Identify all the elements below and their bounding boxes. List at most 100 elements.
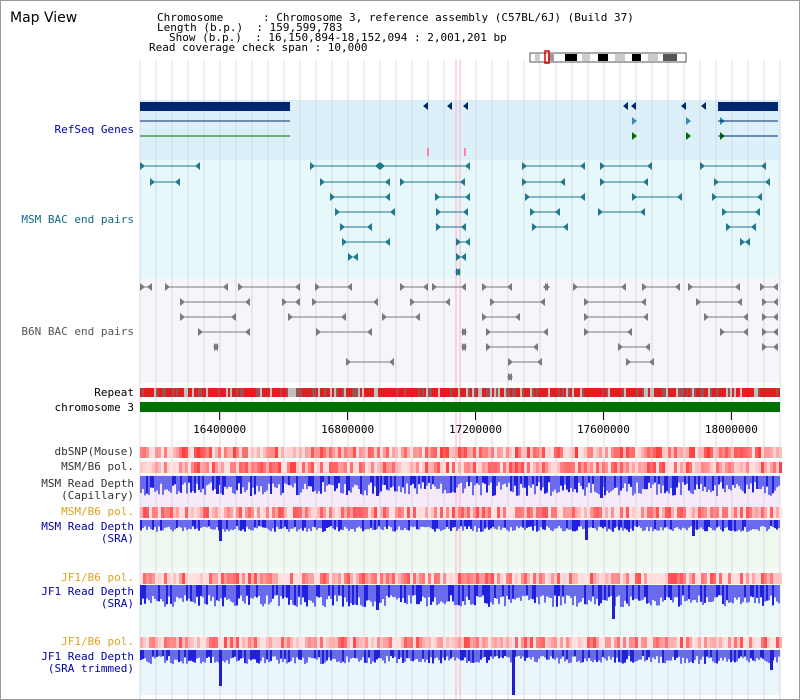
b6n-bac-pair-end bbox=[584, 298, 589, 306]
dbsnp-cell bbox=[533, 447, 536, 458]
dbsnp-cell bbox=[560, 447, 563, 458]
jf1-pol2-cell bbox=[425, 637, 428, 648]
track-label-refseq[interactable]: RefSeq Genes bbox=[54, 123, 134, 136]
jf1-sra-depth bbox=[544, 585, 546, 603]
repeat-segment bbox=[442, 388, 444, 397]
dbsnp-cell bbox=[155, 447, 158, 458]
jf1-trim-depth bbox=[418, 650, 420, 662]
msm-sra-depth bbox=[468, 520, 470, 527]
msm-pol-cell bbox=[371, 462, 374, 473]
jf1-trim-depth bbox=[278, 650, 280, 664]
jf1-trim-depth bbox=[560, 650, 562, 659]
msm-pol2-cell bbox=[239, 507, 242, 518]
jf1-pol-cell bbox=[482, 573, 485, 584]
dbsnp-cell bbox=[263, 447, 266, 458]
msm-sra-depth bbox=[296, 520, 298, 532]
jf1-pol-cell bbox=[317, 573, 320, 584]
msm-sra-depth bbox=[172, 520, 174, 532]
msm-pol-cell bbox=[494, 462, 497, 473]
msm-pol-cell bbox=[347, 462, 350, 473]
msm-sra-depth bbox=[294, 520, 296, 528]
jf1-trim-depth bbox=[682, 650, 684, 658]
jf1-pol2-cell bbox=[164, 637, 167, 648]
jf1-pol-cell bbox=[284, 573, 287, 584]
dbsnp-cell bbox=[764, 447, 767, 458]
track-label-jf1-depth-trimmed: JF1 Read Depth bbox=[41, 650, 134, 663]
msm-cap-depth bbox=[180, 476, 182, 493]
repeat-segment bbox=[586, 388, 588, 397]
repeat-segment bbox=[372, 388, 374, 397]
jf1-pol2-cell bbox=[308, 637, 311, 648]
msm-sra-depth bbox=[236, 520, 238, 527]
msm-pol-cell bbox=[332, 462, 335, 473]
jf1-sra-depth bbox=[512, 585, 514, 599]
jf1-pol2-cell bbox=[203, 637, 206, 648]
jf1-trim-depth bbox=[578, 650, 580, 661]
jf1-sra-depth bbox=[516, 585, 518, 599]
msm-pol2-cell bbox=[683, 507, 686, 518]
track-label-msm-bac[interactable]: MSM BAC end pairs bbox=[21, 213, 134, 226]
dbsnp-cell bbox=[521, 447, 524, 458]
msm-sra-depth bbox=[240, 520, 242, 531]
jf1-trim-depth bbox=[478, 650, 480, 663]
dbsnp-cell bbox=[362, 447, 365, 458]
jf1-sra-depth bbox=[644, 585, 646, 598]
repeat-segment bbox=[722, 388, 724, 397]
repeat-segment bbox=[260, 388, 262, 397]
jf1-sra-depth bbox=[158, 585, 160, 602]
jf1-pol-cell bbox=[200, 573, 203, 584]
jf1-trim-depth bbox=[534, 650, 536, 662]
jf1-trim-depth bbox=[416, 650, 418, 660]
msm-pol2-cell bbox=[293, 507, 296, 518]
dbsnp-cell bbox=[725, 447, 728, 458]
jf1-sra-depth bbox=[572, 585, 574, 606]
jf1-trim-depth bbox=[734, 650, 736, 663]
jf1-pol-cell bbox=[401, 573, 404, 584]
jf1-pol2-cell bbox=[734, 637, 737, 648]
b6n-bac-pair-end bbox=[445, 298, 450, 306]
msm-sra-depth bbox=[416, 520, 418, 530]
msm-cap-depth bbox=[714, 476, 716, 486]
msm-sra-depth bbox=[210, 520, 212, 529]
msm-cap-depth bbox=[648, 476, 650, 483]
dbsnp-cell bbox=[182, 447, 185, 458]
msm-pol-cell bbox=[482, 462, 485, 473]
msm-sra-depth bbox=[668, 520, 670, 529]
jf1-pol2-cell bbox=[212, 637, 215, 648]
repeat-segment bbox=[384, 388, 386, 397]
repeat-segment bbox=[480, 388, 482, 397]
jf1-pol2-cell bbox=[200, 637, 203, 648]
jf1-pol2-cell bbox=[506, 637, 509, 648]
jf1-trim-depth bbox=[206, 650, 208, 658]
repeat-segment bbox=[742, 388, 744, 397]
jf1-pol-cell bbox=[290, 573, 293, 584]
jf1-sra-depth bbox=[346, 585, 348, 602]
jf1-trim-depth bbox=[686, 650, 688, 659]
jf1-trim-depth bbox=[716, 650, 718, 664]
repeat-segment bbox=[274, 388, 276, 397]
msm-cap-depth bbox=[706, 476, 708, 493]
dbsnp-cell bbox=[455, 447, 458, 458]
msm-cap-depth bbox=[362, 476, 364, 496]
msm-cap-depth bbox=[646, 476, 648, 490]
track-label-b6n-bac[interactable]: B6N BAC end pairs bbox=[21, 325, 134, 338]
repeat-segment bbox=[312, 388, 314, 397]
dbsnp-cell bbox=[407, 447, 410, 458]
msm-cap-depth bbox=[380, 476, 382, 492]
msm-cap-depth bbox=[368, 476, 370, 485]
repeat-segment bbox=[508, 388, 510, 397]
jf1-pol-cell bbox=[167, 573, 170, 584]
jf1-sra-depth bbox=[348, 585, 350, 607]
msm-sra-depth bbox=[306, 520, 308, 532]
msm-pol2-cell bbox=[296, 507, 299, 518]
msm-cap-depth bbox=[552, 476, 554, 492]
jf1-pol-cell bbox=[560, 573, 563, 584]
jf1-trim-depth bbox=[574, 650, 576, 657]
repeat-segment bbox=[524, 388, 526, 397]
jf1-pol2-cell bbox=[152, 637, 155, 648]
msm-cap-depth bbox=[318, 476, 320, 492]
repeat-segment bbox=[738, 388, 740, 397]
msm-sra-depth bbox=[254, 520, 256, 528]
jf1-pol2-cell bbox=[398, 637, 401, 648]
